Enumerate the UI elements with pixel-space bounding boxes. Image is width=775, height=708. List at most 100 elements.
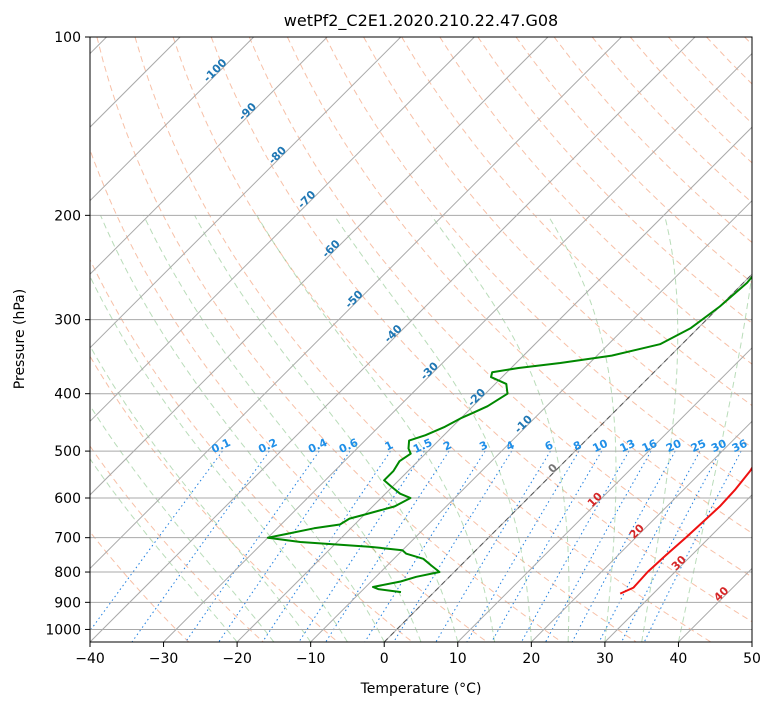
dry-adiabat — [90, 258, 413, 642]
moist-adiabat — [90, 275, 348, 642]
isotherm-label: -50 — [342, 288, 365, 311]
mixing-ratio-line — [466, 450, 580, 642]
dry-adiabat — [744, 37, 752, 46]
mixing-ratio-line — [364, 450, 486, 642]
dry-adiabat — [96, 37, 562, 642]
dry-adiabat — [477, 37, 752, 324]
y-tick-label: 500 — [54, 444, 81, 460]
y-tick-label: 1000 — [45, 622, 81, 638]
isotherm-line — [530, 420, 752, 642]
x-tick-label: 40 — [670, 651, 688, 667]
isotherm-label: -20 — [465, 386, 488, 409]
isotherm-label: -40 — [382, 322, 405, 345]
isotherm-label: -80 — [266, 144, 289, 167]
mixing-ratio-line — [545, 450, 652, 642]
mixing-ratio-label: 0.4 — [306, 436, 329, 456]
isotherm-label: 10 — [585, 490, 605, 510]
dry-adiabat — [172, 37, 712, 642]
moist-adiabat — [143, 215, 422, 642]
x-tick-label: 0 — [380, 651, 389, 667]
x-tick-label: 10 — [449, 651, 467, 667]
mixing-ratio-line — [262, 450, 391, 642]
zero-isotherm-line — [383, 273, 752, 642]
isotherm-line — [90, 37, 328, 275]
isotherm-line — [90, 37, 475, 423]
x-tick-label: −10 — [296, 651, 326, 667]
mixing-ratio-label: 16 — [640, 437, 660, 455]
y-tick-label: 900 — [54, 595, 81, 611]
moist-adiabat — [90, 404, 275, 642]
moist-adiabat — [256, 215, 496, 642]
isotherm-label: -100 — [201, 56, 230, 85]
mixing-ratio-label: 0.6 — [337, 436, 360, 456]
mixing-ratio-line — [521, 450, 630, 642]
moist-adiabat — [677, 270, 752, 642]
isotherm-line — [457, 347, 752, 642]
isotherm-line — [90, 37, 402, 349]
moist-adiabat — [641, 215, 679, 642]
isotherm-label: -10 — [512, 412, 535, 435]
y-tick-label: 800 — [54, 565, 81, 581]
isotherm-label: 20 — [627, 521, 647, 541]
x-tick-label: −30 — [149, 651, 179, 667]
isotherm-line — [90, 37, 549, 496]
isotherm-line — [310, 199, 752, 642]
mixing-ratio-label: 13 — [618, 437, 637, 455]
y-tick-label: 400 — [54, 387, 81, 403]
x-tick-label: 20 — [522, 651, 540, 667]
grid — [90, 37, 752, 642]
x-tick-label: −20 — [222, 651, 252, 667]
y-tick-label: 200 — [54, 208, 81, 224]
dry-adiabat — [591, 37, 752, 204]
isotherm-label: 30 — [669, 553, 689, 573]
dry-adiabat — [706, 37, 752, 85]
mixing-ratio-label: 0.1 — [209, 436, 232, 456]
dry-adiabat — [629, 37, 752, 164]
dry-adiabat — [325, 37, 752, 491]
mixing-ratio-line — [325, 450, 450, 642]
isotherm-line — [90, 37, 255, 202]
x-tick-label: 30 — [596, 651, 614, 667]
x-axis: −40 −30 −20 −10 0 10 20 30 40 50 — [75, 642, 761, 667]
moist-adiabat — [430, 215, 570, 642]
y-tick-label: 100 — [54, 30, 81, 46]
dry-adiabat — [134, 37, 637, 642]
x-axis-label: Temperature (°C) — [360, 681, 482, 697]
dry-adiabat — [210, 37, 752, 623]
mixing-ratio-line — [298, 450, 425, 642]
dry-adiabat — [90, 445, 264, 642]
isotherm-label: 40 — [711, 584, 731, 604]
mixing-ratio-line — [218, 450, 351, 642]
mixing-ratio-label: 25 — [689, 437, 708, 455]
y-axis: 100 200 300 400 500 600 700 800 900 1000 — [45, 30, 90, 638]
isotherm-label: -70 — [295, 188, 318, 211]
dry-adiabat — [401, 37, 752, 407]
moist-adiabat — [547, 215, 617, 642]
mixing-ratio-label: 30 — [709, 437, 729, 455]
isotherm-line — [678, 567, 752, 642]
mixing-ratio-line — [598, 450, 701, 642]
dry-adiabat — [90, 531, 190, 642]
mixing-ratio-label: 20 — [664, 437, 684, 455]
isotherm-label: -60 — [319, 237, 342, 260]
mixing-ratio-label: 10 — [591, 437, 611, 455]
x-tick-label: −40 — [75, 651, 105, 667]
isotherm-line — [236, 126, 752, 642]
mixing-ratio-line — [621, 450, 721, 642]
moist-adiabat — [333, 215, 532, 642]
x-tick-label: 50 — [743, 651, 761, 667]
mixing-ratio-label: 36 — [730, 437, 750, 455]
mixing-ratio-line — [435, 450, 551, 642]
isotherm-line — [604, 494, 752, 642]
chart-title: wetPf2_C2E1.2020.210.22.47.G08 — [284, 11, 558, 31]
isotherm-line — [751, 641, 752, 642]
plot-frame — [89, 36, 753, 643]
temperature-line — [619, 466, 752, 595]
y-tick-label: 700 — [54, 531, 81, 547]
mixing-ratio-line — [571, 450, 676, 642]
y-tick-label: 300 — [54, 313, 81, 329]
isotherm-line — [90, 37, 622, 570]
dry-adiabat — [668, 37, 752, 125]
y-axis-label: Pressure (hPa) — [12, 289, 28, 389]
